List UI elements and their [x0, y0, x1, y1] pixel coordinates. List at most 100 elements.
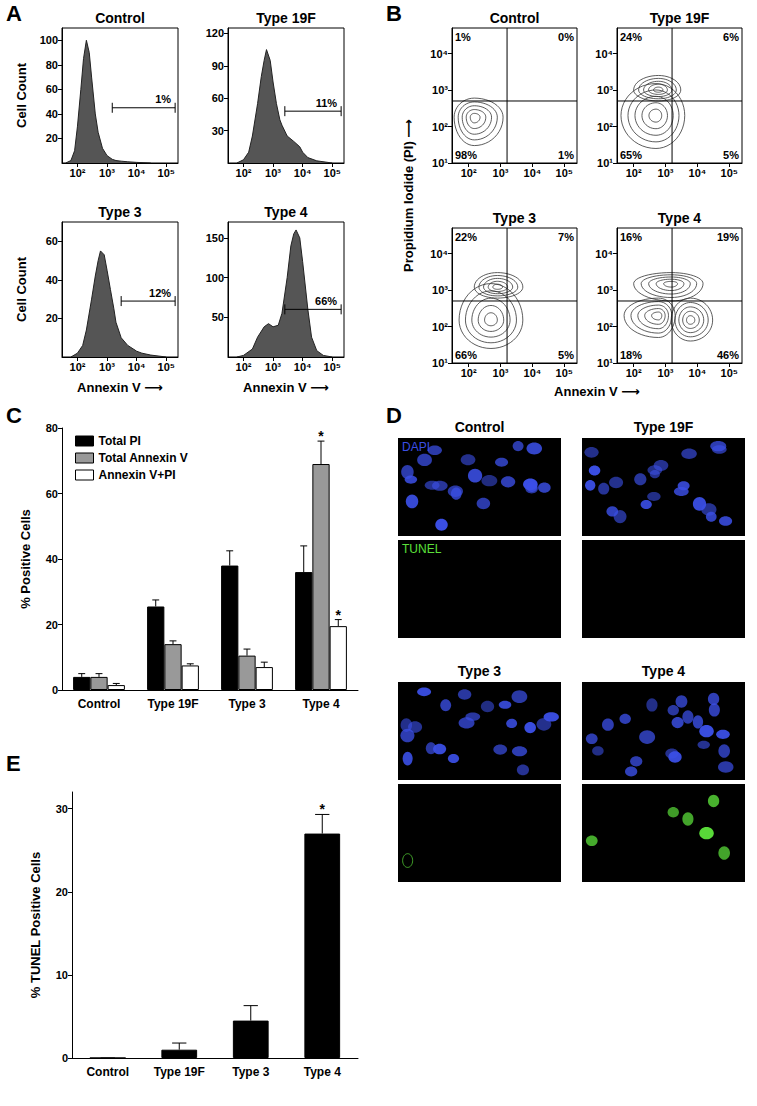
svg-text:16%: 16%: [620, 231, 642, 243]
svg-text:10³: 10³: [493, 167, 509, 179]
svg-text:10⁴: 10⁴: [430, 248, 448, 260]
svg-text:5%: 5%: [723, 149, 739, 161]
svg-text:10: 10: [56, 969, 68, 981]
svg-text:10⁴: 10⁴: [294, 167, 312, 179]
svg-text:10³: 10³: [265, 167, 281, 179]
svg-text:20: 20: [46, 619, 58, 631]
svg-text:Type 3: Type 3: [458, 663, 502, 679]
svg-text:% TUNEL Positive Cells: % TUNEL Positive Cells: [28, 852, 43, 998]
svg-text:Total Annexin V: Total Annexin V: [99, 451, 188, 465]
svg-text:98%: 98%: [455, 149, 477, 161]
svg-text:40: 40: [46, 108, 58, 120]
svg-text:80: 80: [46, 422, 58, 434]
svg-text:*: *: [336, 607, 342, 623]
svg-text:22%: 22%: [455, 231, 477, 243]
svg-text:E: E: [6, 751, 21, 776]
svg-text:10⁵: 10⁵: [158, 167, 175, 179]
svg-text:10⁴: 10⁴: [128, 361, 146, 373]
svg-text:10¹: 10¹: [597, 357, 613, 369]
svg-text:10⁵: 10⁵: [556, 367, 573, 379]
svg-text:*: *: [320, 801, 326, 817]
svg-text:10⁴: 10⁴: [595, 48, 613, 60]
svg-text:66%: 66%: [455, 349, 477, 361]
svg-text:Annexin V ⟶: Annexin V ⟶: [554, 384, 640, 399]
svg-text:10³: 10³: [493, 367, 509, 379]
svg-text:Total PI: Total PI: [99, 434, 141, 448]
svg-text:10²: 10²: [70, 167, 86, 179]
svg-text:10³: 10³: [597, 84, 613, 96]
svg-text:100: 100: [206, 272, 224, 284]
svg-text:10²: 10²: [597, 321, 613, 333]
svg-text:Type 3: Type 3: [228, 697, 265, 711]
svg-text:10⁴: 10⁴: [430, 48, 448, 60]
svg-text:*: *: [318, 428, 324, 444]
svg-text:10⁴: 10⁴: [524, 367, 542, 379]
svg-text:Cell Count: Cell Count: [14, 62, 29, 128]
svg-text:0%: 0%: [558, 31, 574, 43]
svg-text:0: 0: [62, 1052, 68, 1064]
svg-text:Type 4: Type 4: [302, 697, 339, 711]
svg-text:90: 90: [212, 60, 224, 72]
svg-text:Annexin V ⟶: Annexin V ⟶: [77, 380, 163, 395]
svg-text:Type 3: Type 3: [493, 210, 537, 226]
svg-text:B: B: [386, 1, 402, 26]
svg-text:40: 40: [46, 274, 58, 286]
svg-text:Type 3: Type 3: [232, 1065, 269, 1079]
svg-text:10³: 10³: [597, 284, 613, 296]
svg-text:46%: 46%: [717, 349, 739, 361]
svg-text:120: 120: [206, 27, 224, 39]
svg-text:Type 19F: Type 19F: [147, 697, 198, 711]
svg-text:A: A: [6, 1, 22, 26]
svg-text:20: 20: [46, 312, 58, 324]
svg-text:Control: Control: [95, 10, 145, 26]
svg-text:65%: 65%: [620, 149, 642, 161]
svg-text:66%: 66%: [315, 295, 337, 307]
svg-text:Type 4: Type 4: [658, 210, 702, 226]
svg-text:18%: 18%: [620, 349, 642, 361]
svg-text:10⁵: 10⁵: [721, 167, 738, 179]
svg-text:10²: 10²: [236, 361, 252, 373]
svg-text:Type 4: Type 4: [264, 204, 308, 220]
svg-text:100: 100: [40, 34, 58, 46]
svg-text:Propidium Iodide (PI) ⟶: Propidium Iodide (PI) ⟶: [401, 119, 416, 272]
svg-text:30: 30: [56, 803, 68, 815]
svg-text:10³: 10³: [99, 361, 115, 373]
svg-text:10³: 10³: [432, 84, 448, 96]
svg-text:10⁴: 10⁴: [128, 167, 146, 179]
svg-text:10⁵: 10⁵: [721, 367, 738, 379]
svg-text:10²: 10²: [432, 121, 448, 133]
svg-text:10⁵: 10⁵: [324, 361, 341, 373]
svg-text:10¹: 10¹: [597, 157, 613, 169]
svg-text:20: 20: [56, 886, 68, 898]
svg-text:10⁴: 10⁴: [689, 167, 707, 179]
svg-text:10¹: 10¹: [432, 357, 448, 369]
svg-text:10²: 10²: [236, 167, 252, 179]
svg-text:Control: Control: [490, 10, 540, 26]
svg-text:10²: 10²: [461, 167, 477, 179]
svg-text:10³: 10³: [99, 167, 115, 179]
svg-text:10⁴: 10⁴: [294, 361, 312, 373]
svg-text:Control: Control: [78, 697, 121, 711]
svg-text:10²: 10²: [432, 321, 448, 333]
svg-text:Annexin V ⟶: Annexin V ⟶: [243, 380, 329, 395]
svg-text:Type 3: Type 3: [98, 204, 142, 220]
svg-text:150: 150: [206, 232, 224, 244]
svg-text:11%: 11%: [316, 97, 338, 109]
svg-text:C: C: [6, 403, 22, 428]
svg-text:Type 19F: Type 19F: [256, 10, 316, 26]
svg-text:24%: 24%: [620, 31, 642, 43]
svg-text:10²: 10²: [626, 367, 642, 379]
svg-text:10¹: 10¹: [432, 157, 448, 169]
svg-text:10³: 10³: [265, 361, 281, 373]
svg-text:10⁴: 10⁴: [524, 167, 542, 179]
svg-text:Annexin V+PI: Annexin V+PI: [99, 468, 176, 482]
svg-text:6%: 6%: [723, 31, 739, 43]
svg-text:10⁵: 10⁵: [158, 361, 175, 373]
svg-text:10³: 10³: [658, 367, 674, 379]
svg-text:Type 19F: Type 19F: [154, 1065, 205, 1079]
svg-text:Type 19F: Type 19F: [634, 419, 694, 435]
svg-text:1%: 1%: [155, 93, 171, 105]
svg-text:7%: 7%: [558, 231, 574, 243]
svg-text:10⁵: 10⁵: [556, 167, 573, 179]
svg-text:20: 20: [46, 132, 58, 144]
